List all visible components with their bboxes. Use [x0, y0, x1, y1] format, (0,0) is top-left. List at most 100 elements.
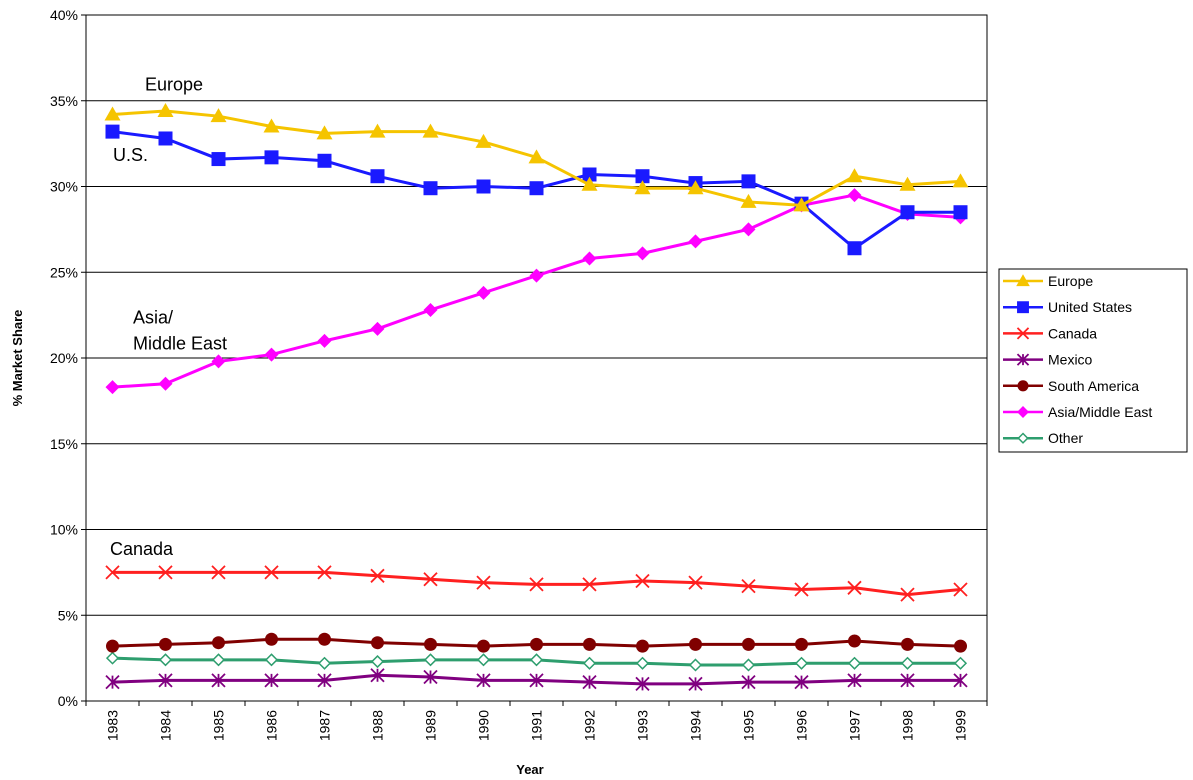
legend-label: Asia/Middle East: [1048, 404, 1152, 420]
data-point-mexico: [211, 673, 226, 688]
annotation-label: Europe: [145, 74, 203, 94]
data-point-asia-middle-east: [582, 251, 597, 266]
data-point-south-america: [265, 632, 278, 646]
data-point-asia-middle-east: [158, 376, 173, 391]
data-point-asia-middle-east: [688, 234, 703, 249]
data-point-asia-middle-east: [105, 380, 120, 395]
data-point-europe: [793, 197, 810, 212]
x-tick-label: 1996: [794, 710, 810, 741]
series-other: [105, 651, 968, 672]
data-point-canada: [476, 575, 491, 590]
x-tick-label: 1984: [158, 710, 174, 741]
data-point-south-america: [106, 639, 119, 653]
data-point-mexico: [847, 673, 862, 688]
data-point-south-america: [318, 632, 331, 646]
x-tick-label: 1985: [211, 710, 227, 741]
x-tick-label: 1995: [741, 710, 757, 741]
legend-label: South America: [1048, 378, 1139, 394]
x-tick-label: 1986: [264, 710, 280, 741]
data-point-other: [423, 653, 438, 667]
data-point-south-america: [742, 637, 755, 651]
x-tick-label: 1998: [900, 710, 916, 741]
x-tick-label: 1990: [476, 710, 492, 741]
data-point-canada: [370, 568, 385, 583]
data-point-other: [582, 656, 597, 670]
x-tick-label: 1989: [423, 710, 439, 741]
annotations: Europe U.S. Asia/Middle East Canada: [110, 74, 227, 559]
data-point-europe: [581, 176, 598, 191]
series-united-states: [105, 124, 968, 256]
data-point-canada: [105, 565, 120, 580]
data-point-asia-middle-east: [529, 268, 544, 283]
x-axis-ticks: 1983 1984 1985 1986 1987 1988 1989 1990 1991 1992…: [85, 701, 988, 741]
data-point-mexico: [529, 673, 544, 688]
data-point-europe: [687, 180, 704, 195]
x-tick-label: 1993: [635, 710, 651, 741]
y-tick-label: 25%: [50, 264, 78, 280]
x-axis-title: Year: [516, 762, 543, 777]
data-point-canada: [158, 565, 173, 580]
data-point-canada: [582, 577, 597, 592]
data-point-south-america: [848, 634, 861, 648]
legend-swatch-marker: [1017, 432, 1029, 444]
data-point-south-america: [477, 639, 490, 653]
data-point-other: [264, 653, 279, 667]
data-point-europe: [422, 123, 439, 138]
legend-item: South America: [1003, 378, 1139, 394]
legend-swatch-marker: [1016, 327, 1030, 340]
data-point-mexico: [264, 673, 279, 688]
data-point-united-states: [476, 179, 491, 194]
data-point-asia-middle-east: [317, 333, 332, 348]
data-point-united-states: [211, 152, 226, 167]
x-tick-label: 1988: [370, 710, 386, 741]
data-point-europe: [740, 193, 757, 208]
x-tick-label: 1992: [582, 710, 598, 741]
data-point-south-america: [636, 639, 649, 653]
data-point-europe: [263, 118, 280, 133]
legend-label: Other: [1048, 430, 1083, 446]
legend-item: Europe: [1003, 273, 1093, 289]
data-point-europe: [899, 176, 916, 191]
y-tick-label: 35%: [50, 93, 78, 109]
data-point-united-states: [317, 153, 332, 168]
data-point-other: [476, 653, 491, 667]
data-point-asia-middle-east: [476, 285, 491, 300]
data-point-other: [370, 654, 385, 669]
data-point-europe: [952, 173, 969, 188]
legend-item: United States: [1003, 299, 1132, 315]
data-point-united-states: [953, 205, 968, 220]
y-tick-label: 20%: [50, 350, 78, 366]
data-point-mexico: [900, 673, 915, 688]
data-point-other: [847, 656, 862, 670]
data-point-south-america: [530, 637, 543, 651]
legend-item: Asia/Middle East: [1003, 404, 1152, 420]
data-point-canada: [900, 587, 915, 602]
data-point-other: [953, 656, 968, 670]
data-point-united-states: [105, 124, 120, 139]
data-point-other: [158, 653, 173, 667]
data-point-asia-middle-east: [370, 321, 385, 336]
x-tick-label: 1994: [688, 710, 704, 741]
legend-label: Canada: [1048, 325, 1097, 341]
data-point-united-states: [423, 181, 438, 196]
legend-swatch-marker: [1016, 353, 1030, 366]
data-point-europe: [104, 106, 121, 121]
data-point-other: [317, 656, 332, 670]
annotation-label: Middle East: [133, 333, 227, 353]
data-point-other: [211, 653, 226, 667]
data-point-other: [105, 651, 120, 665]
series-layer: [104, 103, 969, 691]
data-point-europe: [528, 149, 545, 164]
x-tick-label: 1991: [529, 710, 545, 741]
legend-swatch-marker: [1017, 301, 1029, 314]
data-point-asia-middle-east: [635, 246, 650, 261]
data-point-other: [688, 658, 703, 672]
legend-item: Mexico: [1003, 352, 1093, 368]
data-point-south-america: [159, 637, 172, 651]
x-tick-label: 1987: [317, 710, 333, 741]
annotation-label: Asia/: [133, 308, 173, 328]
data-point-asia-middle-east: [423, 302, 438, 317]
data-point-europe: [475, 133, 492, 148]
data-point-canada: [953, 582, 968, 597]
